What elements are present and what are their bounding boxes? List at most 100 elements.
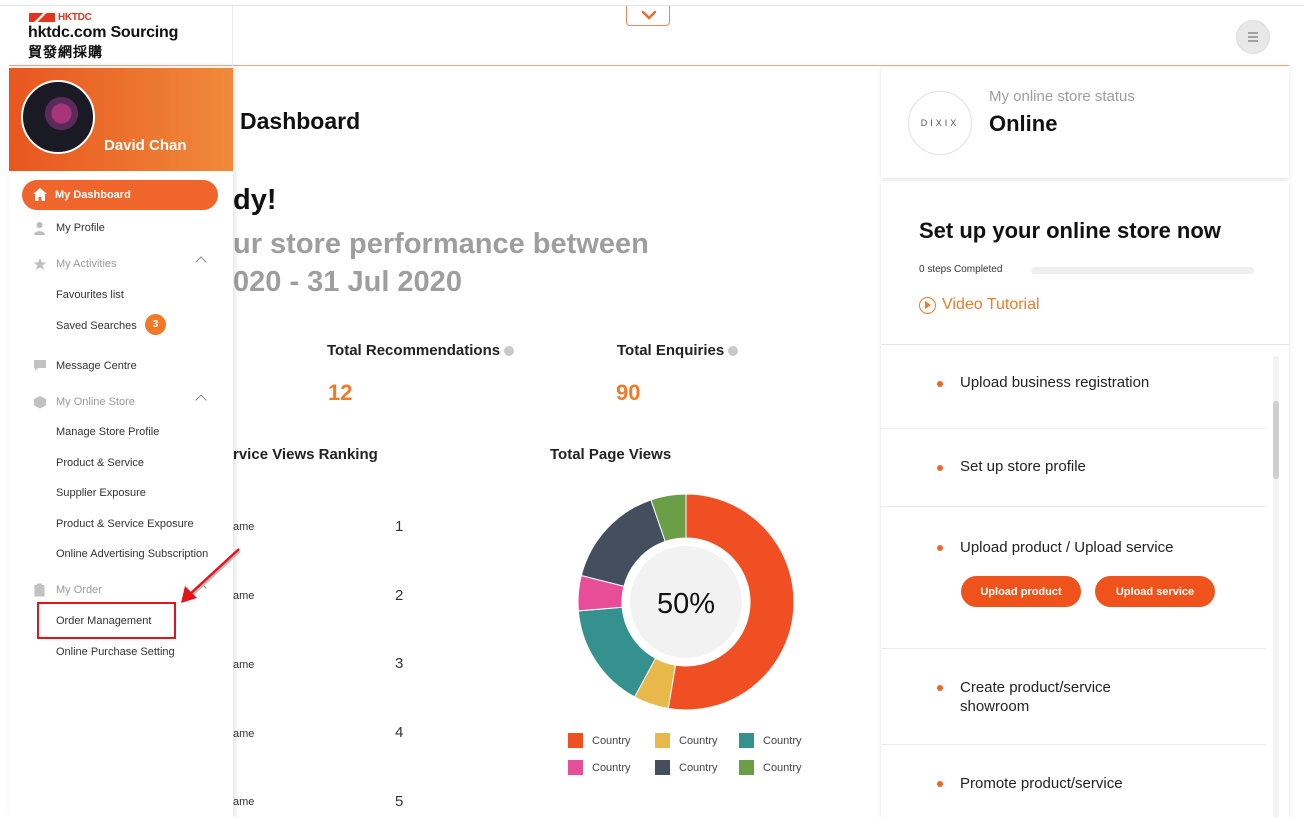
- divider: [881, 344, 1289, 345]
- ranking-item-name: ame: [233, 796, 255, 808]
- setup-step[interactable]: Promote product/service: [881, 745, 1266, 818]
- saved-searches-count-badge: 3: [145, 314, 166, 335]
- stat-label-enquiries: Total Enquiries: [617, 342, 739, 359]
- user-name: David Chan: [104, 137, 187, 154]
- setup-step-label: Upload business registration: [960, 374, 1150, 391]
- legend-item[interactable]: Country: [568, 760, 631, 775]
- info-icon[interactable]: [504, 346, 515, 356]
- setup-step: Upload product / Upload service Upload p…: [881, 507, 1266, 649]
- logo-brand: HKTDC: [58, 12, 92, 23]
- greeting: dy!: [233, 184, 277, 216]
- sidebar-item-online-advertising-subscription[interactable]: Online Advertising Subscription: [9, 544, 233, 564]
- video-tutorial-link[interactable]: Video Tutorial: [919, 296, 1040, 314]
- ranking-item-rank: 2: [395, 587, 404, 604]
- avatar[interactable]: [21, 80, 95, 154]
- scrollbar-track[interactable]: [1273, 356, 1279, 818]
- sidebar-item-label: My Profile: [56, 222, 105, 234]
- sidebar-item-product-service[interactable]: Product & Service: [9, 453, 233, 473]
- sidebar-item-saved-searches[interactable]: Saved Searches 3: [9, 314, 233, 336]
- menu-button[interactable]: [1236, 20, 1270, 54]
- stat-label-recommendations: Total Recommendations: [327, 342, 515, 359]
- sidebar-group-my-order[interactable]: My Order: [9, 580, 233, 600]
- sidebar-item-favourites-list[interactable]: Favourites list: [9, 285, 233, 305]
- sidebar: David Chan My Dashboard My Profile My Ac…: [9, 68, 233, 818]
- logo[interactable]: HKTDC hktdc.com Sourcing 貿發網採購: [9, 6, 233, 66]
- ranking-item-rank: 1: [395, 518, 404, 535]
- legend-item[interactable]: Country: [739, 760, 802, 775]
- chevron-down-icon: [641, 10, 657, 20]
- sidebar-item-label: Manage Store Profile: [56, 426, 160, 438]
- sidebar-group-my-activities[interactable]: My Activities: [9, 254, 233, 274]
- sidebar-item-label: Online Advertising Subscription: [56, 548, 209, 560]
- donut-slice-0[interactable]: [667, 494, 794, 710]
- store-logo-text: DIXIX: [920, 118, 960, 128]
- steps-progress-bar: [1031, 267, 1254, 274]
- legend-swatch: [655, 760, 670, 775]
- header: HKTDC hktdc.com Sourcing 貿發網採購: [9, 6, 1289, 66]
- page-views-donut-chart: 50%: [578, 494, 794, 710]
- info-icon[interactable]: [728, 346, 739, 356]
- steps-completed-label: 0 steps Completed: [919, 264, 1003, 275]
- video-tutorial-label: Video Tutorial: [942, 296, 1040, 313]
- legend-item[interactable]: Country: [655, 733, 718, 748]
- legend-item[interactable]: Country: [739, 733, 802, 748]
- ranking-item-rank: 4: [395, 724, 404, 741]
- hktdc-logo-icon: [29, 13, 55, 22]
- setup-title: Set up your online store now: [919, 218, 1221, 243]
- setup-step-label: Upload product / Upload service: [960, 539, 1174, 556]
- sidebar-item-label: Order Management: [56, 615, 152, 627]
- legend-item[interactable]: Country: [568, 733, 631, 748]
- donut-slice-5[interactable]: [650, 494, 687, 543]
- upload-product-button[interactable]: Upload product: [961, 576, 1081, 607]
- setup-step[interactable]: Set up store profile: [881, 429, 1266, 507]
- ranking-title: rvice Views Ranking: [233, 446, 378, 463]
- store-status-label: My online store status: [989, 88, 1135, 105]
- chevron-up-icon[interactable]: [195, 394, 207, 406]
- home-icon: [33, 188, 47, 201]
- setup-step-label: Set up store profile: [960, 458, 1086, 475]
- sidebar-item-message-centre[interactable]: Message Centre: [9, 356, 233, 376]
- sidebar-item-my-dashboard[interactable]: My Dashboard: [22, 180, 218, 210]
- sidebar-item-label: My Activities: [56, 258, 117, 270]
- legend-swatch: [655, 733, 670, 748]
- legend-label: Country: [592, 761, 631, 774]
- sidebar-item-label: Product & Service Exposure: [56, 518, 194, 530]
- sidebar-item-label: My Dashboard: [55, 189, 131, 201]
- page-views-title: Total Page Views: [550, 446, 672, 463]
- legend-label: Country: [763, 761, 802, 774]
- sidebar-item-label: Saved Searches: [56, 320, 137, 332]
- clipboard-icon: [34, 583, 45, 597]
- play-icon: [919, 296, 936, 314]
- legend-label: Country: [679, 734, 718, 747]
- sidebar-item-my-profile[interactable]: My Profile: [9, 218, 233, 238]
- legend-swatch: [739, 760, 754, 775]
- ranking-item-name: ame: [233, 659, 255, 671]
- person-icon: [34, 222, 45, 235]
- sidebar-item-product-service-exposure[interactable]: Product & Service Exposure: [9, 514, 233, 534]
- collapse-header-button[interactable]: [626, 6, 670, 26]
- sidebar-item-supplier-exposure[interactable]: Supplier Exposure: [9, 483, 233, 503]
- chevron-up-icon[interactable]: [195, 256, 207, 268]
- upload-service-button[interactable]: Upload service: [1095, 576, 1215, 607]
- store-status-card: DIXIX My online store status Online: [881, 68, 1289, 178]
- scrollbar-thumb[interactable]: [1273, 401, 1279, 479]
- setup-step[interactable]: Create product/service showroom: [881, 649, 1266, 745]
- highlight-box: [37, 602, 176, 639]
- logo-title: hktdc.com Sourcing: [28, 24, 179, 41]
- top-border: [0, 0, 1304, 6]
- sidebar-item-manage-store-profile[interactable]: Manage Store Profile: [9, 422, 233, 442]
- setup-step[interactable]: Upload business registration: [881, 345, 1266, 429]
- legend-label: Country: [763, 734, 802, 747]
- ranking-item-rank: 3: [395, 655, 404, 672]
- sidebar-item-online-purchase-setting[interactable]: Online Purchase Setting: [9, 642, 233, 662]
- ranking-item-name: ame: [233, 728, 255, 740]
- menu-icon: [1248, 32, 1258, 42]
- bullet-icon: [937, 545, 943, 551]
- star-icon: [34, 258, 46, 270]
- sidebar-group-my-online-store[interactable]: My Online Store: [9, 392, 233, 412]
- sidebar-item-order-management[interactable]: Order Management: [9, 611, 233, 631]
- store-logo[interactable]: DIXIX: [908, 91, 972, 155]
- setup-step-label: Create product/service showroom: [960, 679, 1111, 715]
- legend-label: Country: [679, 761, 718, 774]
- legend-item[interactable]: Country: [655, 760, 718, 775]
